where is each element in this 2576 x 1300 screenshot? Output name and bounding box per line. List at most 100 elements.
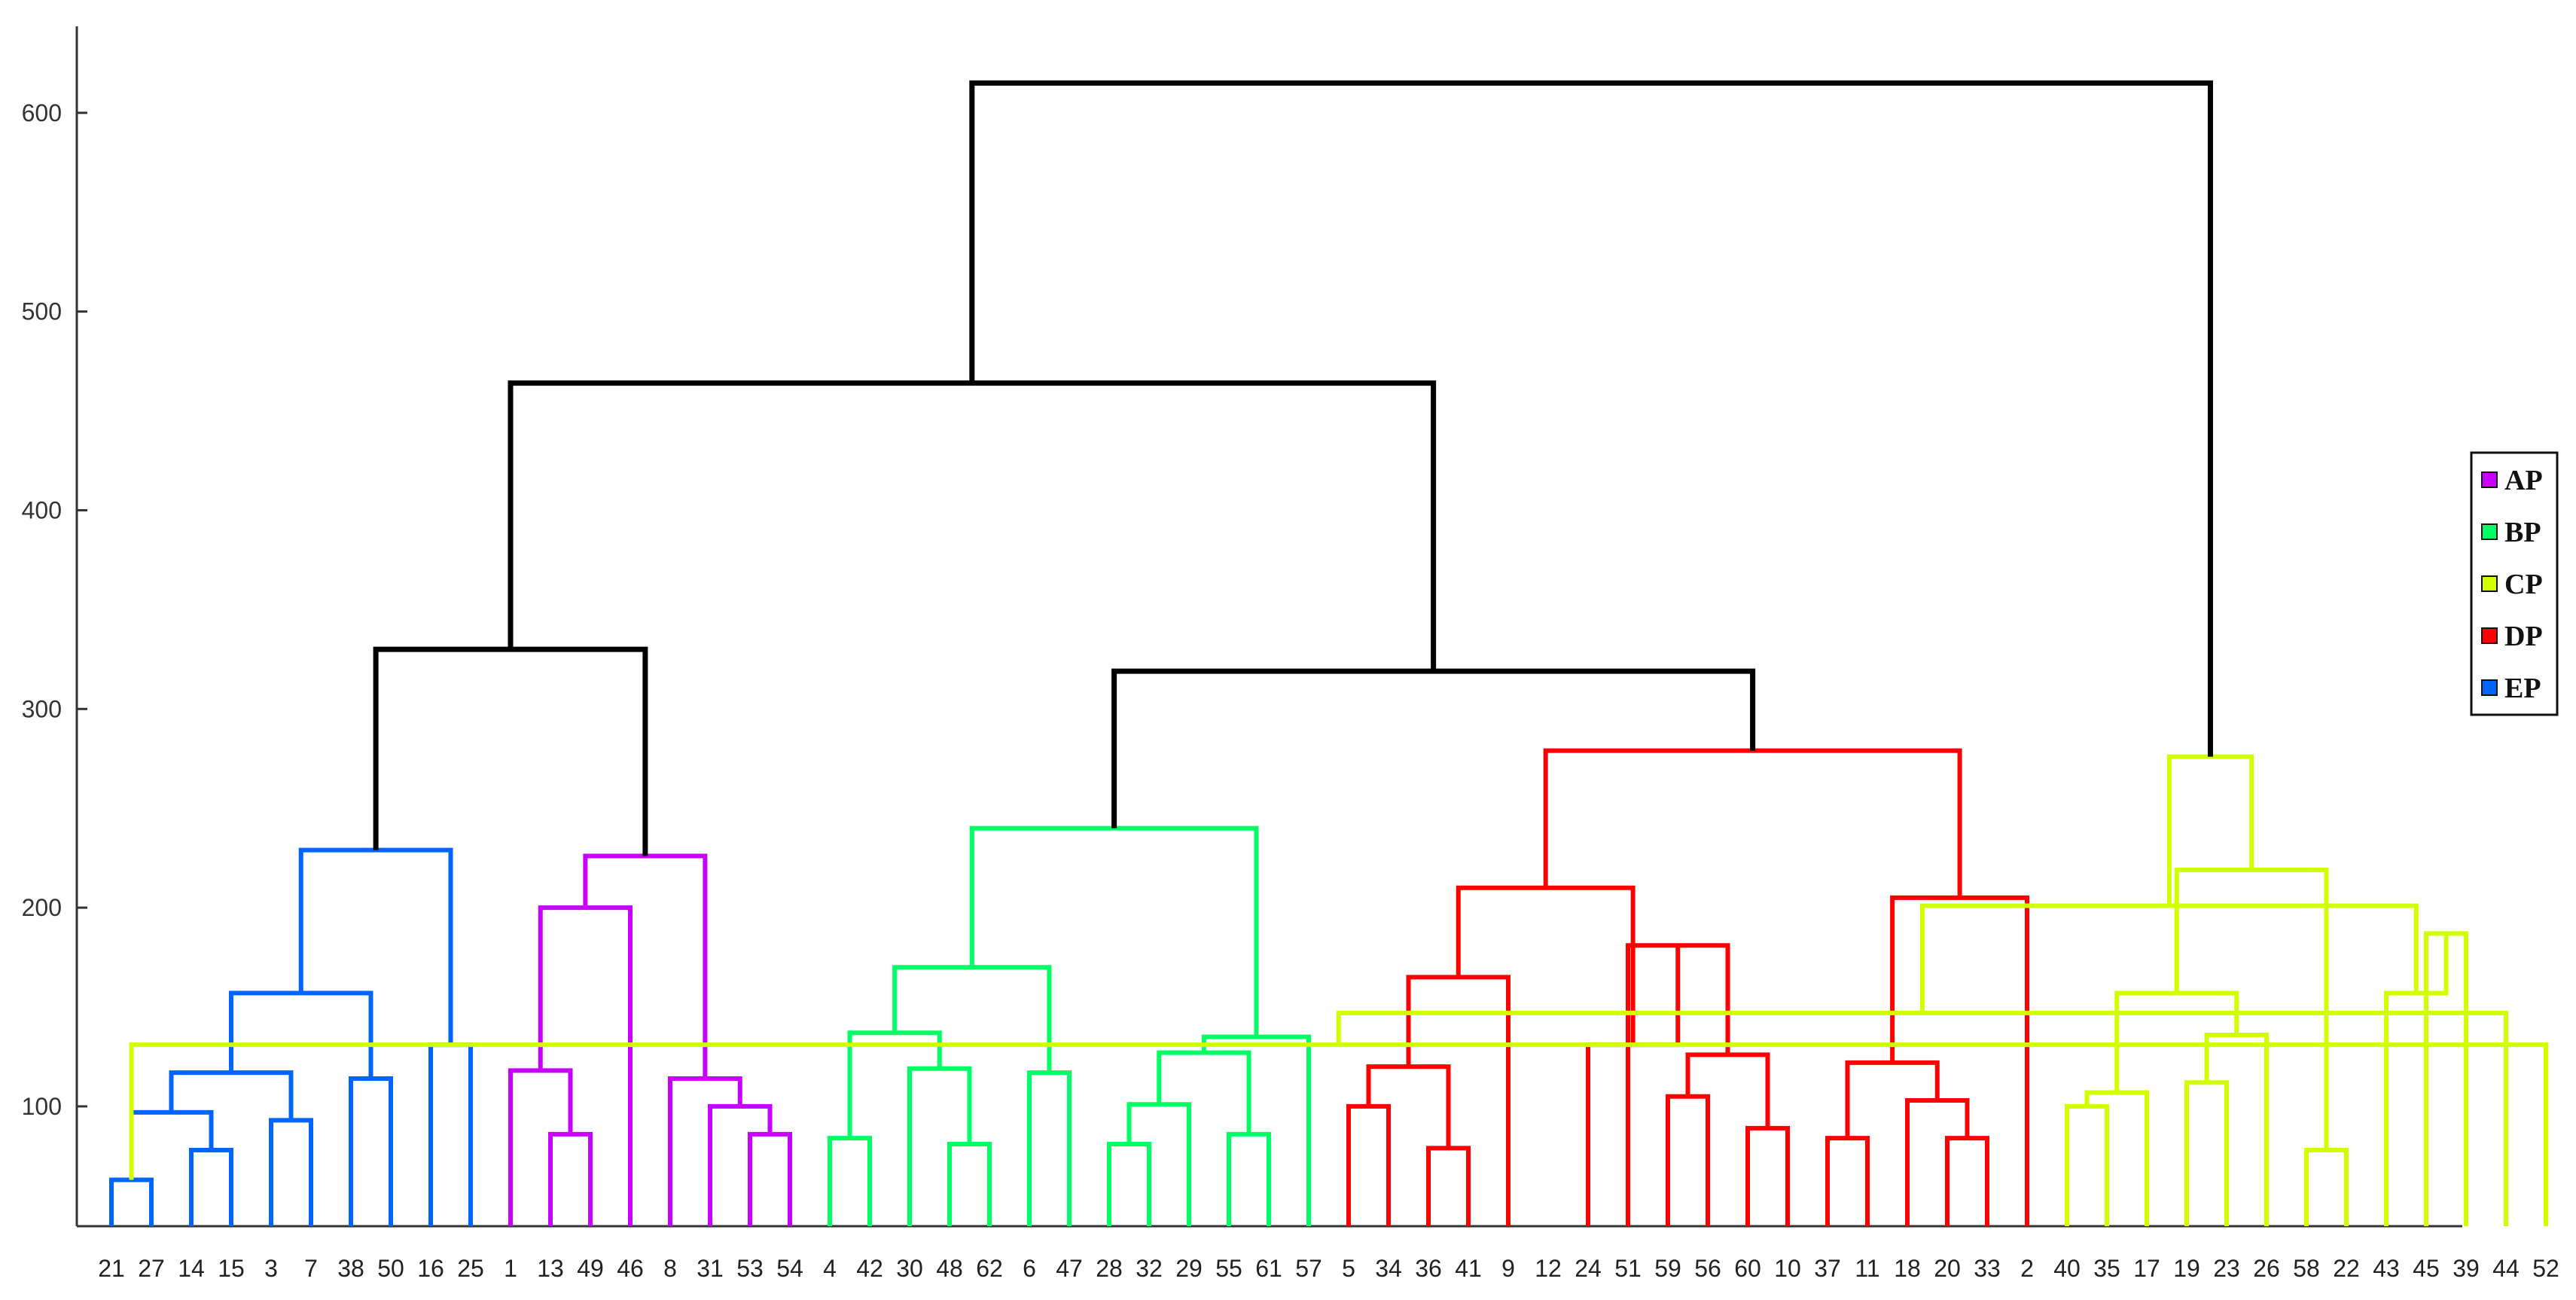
dendrogram-link [748,1131,792,1226]
legend-label: CP [2504,569,2543,600]
leaf-label: 25 [457,1255,484,1282]
dendrogram-link [1905,1098,1970,1226]
dendrogram-link [189,1147,233,1226]
dendrogram-link [2304,1147,2349,1226]
leaf-label: 50 [377,1255,404,1282]
leaf-label: 28 [1096,1255,1123,1282]
leaf-label: 13 [537,1255,564,1282]
dendrogram-link [1945,1136,1989,1226]
dendrogram-link [2204,1032,2269,1226]
dendrogram-link [1685,1052,1770,1128]
leaf-label: 60 [1734,1255,1761,1282]
dendrogram-link [1027,1070,1072,1226]
leaf-label: 55 [1215,1255,1242,1282]
dendrogram-link [1107,1142,1151,1226]
leaf-label: 5 [1342,1255,1355,1282]
leaf-label: 22 [2333,1255,2360,1282]
dendrogram-link [828,1136,872,1226]
leaf-label: 30 [896,1255,923,1282]
dendrogram-link [129,1042,2548,1226]
dendrogram-link [1426,1146,1471,1226]
leaf-label: 16 [417,1255,444,1282]
dendrogram-link [1745,1125,1790,1226]
leaf-label: 45 [2413,1255,2440,1282]
dendrogram-link [1227,1131,1271,1226]
legend-label: AP [2504,465,2543,496]
legend-label: EP [2504,673,2541,704]
leaf-label: 38 [337,1255,364,1282]
leaf-label: 29 [1175,1255,1203,1282]
leaf-label: 49 [577,1255,604,1282]
dendrogram-links [109,80,2548,1226]
legend-swatch [2481,679,2498,696]
leaf-label: 40 [2053,1255,2081,1282]
dendrogram-link [1543,748,1962,898]
leaf-label: 59 [1654,1255,1681,1282]
y-tick-label: 100 [22,1093,62,1120]
leaf-label: 61 [1255,1255,1282,1282]
dendrogram-link [892,965,1052,1073]
dendrogram-link [1825,1136,1870,1226]
dendrogram-link [298,847,453,1045]
dendrogram-link [947,1142,992,1226]
dendrogram-link [1111,668,1756,829]
leaf-label: 58 [2293,1255,2320,1282]
leaf-label: 41 [1455,1255,1482,1282]
leaf-label: 32 [1136,1255,1163,1282]
dendrogram-link [668,1076,742,1226]
dendrogram-link [1626,943,1730,1226]
dendrogram-link [1157,1050,1251,1134]
legend: AP BP CP DP EP [2470,451,2559,716]
leaf-label: 9 [1501,1255,1515,1282]
legend-swatch [2481,627,2498,644]
leaf-label: 26 [2253,1255,2280,1282]
leaf-label: 51 [1614,1255,1642,1282]
leaf-label: 57 [1295,1255,1322,1282]
leaf-label: 23 [2213,1255,2240,1282]
chart-axes: 100 200 300 400 500 600 [22,26,2462,1228]
dendrogram-link [508,380,1437,672]
dendrogram-link [1201,1034,1311,1226]
y-tick-label: 500 [22,298,62,325]
leaf-label: 42 [856,1255,883,1282]
dendrogram-link [548,1131,593,1226]
dendrogram-link [2184,1080,2229,1226]
dendrogram-link [1666,1094,1710,1226]
dendrogram-link [969,825,1259,1037]
leaf-label: 11 [1855,1255,1879,1282]
dendrogram-link [229,990,373,1079]
dendrogram-link [907,1066,972,1226]
y-tick-label: 300 [22,695,62,722]
dendrogram-link [2384,933,2449,1226]
dendrogram-link [2174,867,2329,1150]
leaf-label: 43 [2373,1255,2400,1282]
legend-label: BP [2504,517,2541,548]
dendrogram-link [2084,1090,2149,1226]
leaf-labels: 21 27 14 15 3 7 38 50 16 25 1 13 49 46 8 31 53 54 4 42 30 48 6… [98,1255,2559,1282]
leaf-label: 3 [264,1255,278,1282]
legend-swatch [2481,575,2498,592]
leaf-label: 6 [1023,1255,1036,1282]
dendrogram-link [708,1103,773,1226]
dendrogram-link [129,1109,214,1180]
leaf-label: 53 [736,1255,764,1282]
leaf-label: 56 [1694,1255,1721,1282]
leaf-label: 48 [936,1255,963,1282]
leaf-label: 37 [1814,1255,1841,1282]
dendrogram-link [2166,754,2254,906]
leaf-label: 27 [138,1255,165,1282]
leaf-label: 17 [2133,1255,2160,1282]
leaf-label: 52 [2532,1255,2559,1282]
leaf-label: 2 [2020,1255,2034,1282]
dendrogram-link [2424,931,2468,1226]
leaf-label: 20 [1934,1255,1961,1282]
leaf-label: 19 [2173,1255,2200,1282]
y-tick-label: 600 [22,99,62,127]
leaf-label: 18 [1894,1255,1921,1282]
y-tick-label: 200 [22,894,62,921]
legend-swatch [2481,471,2498,488]
leaf-label: 34 [1375,1255,1402,1282]
dendrogram-link [269,1118,313,1226]
leaf-label: 1 [504,1255,517,1282]
leaf-label: 46 [617,1255,644,1282]
